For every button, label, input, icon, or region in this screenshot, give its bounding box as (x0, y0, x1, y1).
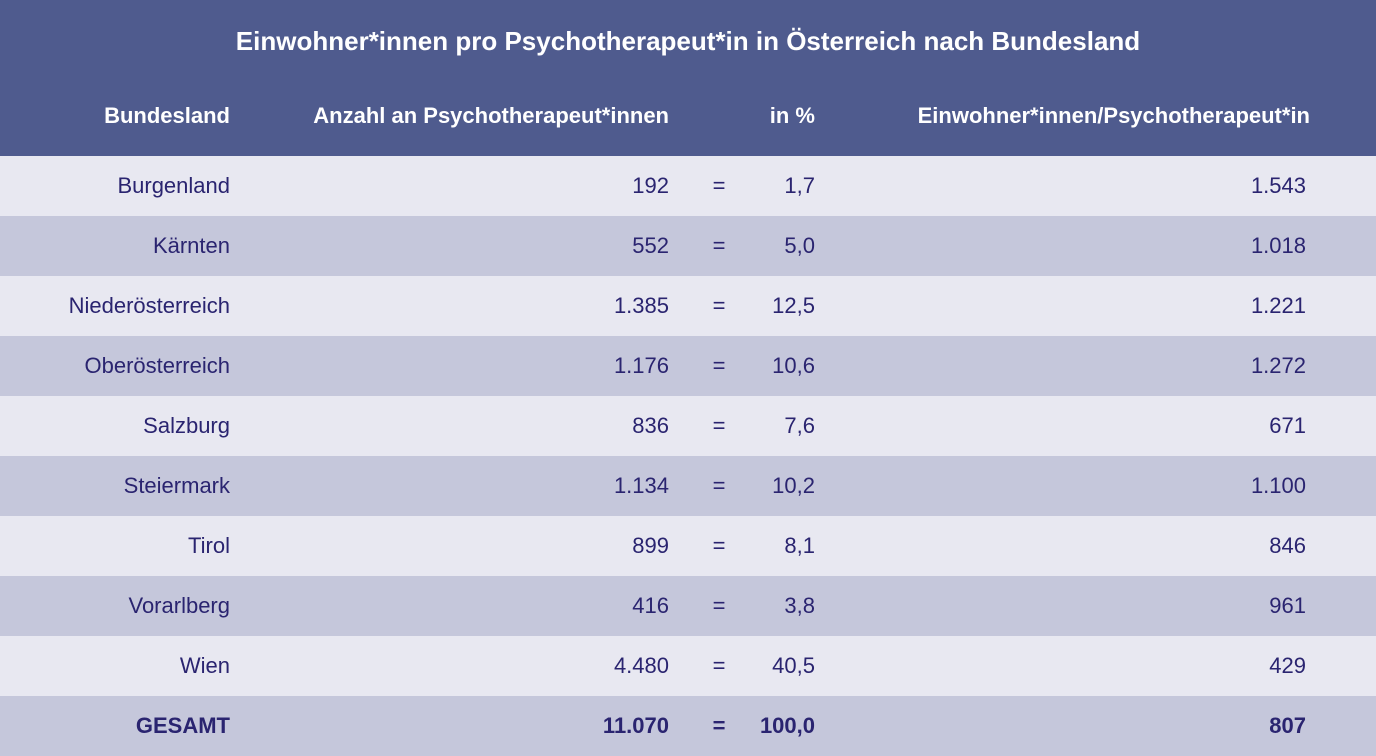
table-body: Burgenland 192 = 1,7 1.543 Kärnten 552 =… (0, 156, 1376, 756)
table-row: Wien 4.480 = 40,5 429 (0, 636, 1376, 696)
cell-equals: = (712, 353, 726, 378)
cell-prozent: 3,8 (784, 593, 815, 618)
cell-prozent: 5,0 (784, 233, 815, 258)
cell-einwohner-pro-therapeut: 1.018 (1250, 233, 1306, 258)
table-row: Tirol 899 = 8,1 846 (0, 516, 1376, 576)
column-header-bundesland: Bundesland (104, 103, 230, 128)
table-title: Einwohner*innen pro Psychotherapeut*in i… (235, 26, 1141, 56)
cell-einwohner-pro-therapeut: 429 (1269, 653, 1306, 678)
cell-einwohner-pro-therapeut: 846 (1269, 533, 1306, 558)
table-row: Burgenland 192 = 1,7 1.543 (0, 156, 1376, 216)
cell-einwohner-pro-therapeut: 1.272 (1250, 353, 1306, 378)
column-header-prozent: in % (769, 103, 815, 128)
cell-bundesland: Salzburg (143, 413, 230, 438)
cell-prozent: 100,0 (759, 713, 815, 738)
cell-equals: = (712, 473, 726, 498)
cell-einwohner-pro-therapeut: 1.100 (1250, 473, 1306, 498)
cell-anzahl: 4.480 (613, 653, 669, 678)
cell-prozent: 10,6 (772, 353, 815, 378)
cell-bundesland: GESAMT (135, 713, 230, 738)
cell-anzahl: 899 (632, 533, 669, 558)
cell-anzahl: 416 (632, 593, 669, 618)
table-row: Oberösterreich 1.176 = 10,6 1.272 (0, 336, 1376, 396)
column-header-anzahl: Anzahl an Psychotherapeut*innen (313, 103, 669, 128)
column-header-einwohner-pro-therapeut: Einwohner*innen/Psychotherapeut*in (917, 103, 1310, 128)
cell-einwohner-pro-therapeut: 1.543 (1250, 173, 1306, 198)
cell-einwohner-pro-therapeut: 807 (1269, 713, 1306, 738)
cell-equals: = (712, 233, 726, 258)
cell-anzahl: 1.176 (613, 353, 669, 378)
table-row: Niederösterreich 1.385 = 12,5 1.221 (0, 276, 1376, 336)
cell-equals: = (712, 713, 726, 738)
table-row: Kärnten 552 = 5,0 1.018 (0, 216, 1376, 276)
cell-anzahl: 552 (632, 233, 669, 258)
cell-prozent: 7,6 (784, 413, 815, 438)
cell-prozent: 8,1 (784, 533, 815, 558)
cell-einwohner-pro-therapeut: 671 (1269, 413, 1306, 438)
cell-prozent: 12,5 (772, 293, 815, 318)
cell-anzahl: 1.134 (613, 473, 669, 498)
cell-equals: = (712, 293, 726, 318)
cell-equals: = (712, 653, 726, 678)
cell-equals: = (712, 173, 726, 198)
cell-anzahl: 1.385 (613, 293, 669, 318)
cell-einwohner-pro-therapeut: 961 (1269, 593, 1306, 618)
cell-bundesland: Vorarlberg (128, 593, 230, 618)
table-header: Einwohner*innen pro Psychotherapeut*in i… (0, 0, 1376, 156)
cell-bundesland: Oberösterreich (84, 353, 230, 378)
cell-einwohner-pro-therapeut: 1.221 (1250, 293, 1306, 318)
cell-bundesland: Tirol (188, 533, 230, 558)
table-row: Vorarlberg 416 = 3,8 961 (0, 576, 1376, 636)
table-total-row: GESAMT 11.070 = 100,0 807 (0, 696, 1376, 756)
cell-prozent: 1,7 (784, 173, 815, 198)
cell-equals: = (712, 593, 726, 618)
cell-anzahl: 192 (632, 173, 669, 198)
cell-equals: = (712, 413, 726, 438)
cell-anzahl: 836 (632, 413, 669, 438)
cell-anzahl: 11.070 (602, 713, 669, 738)
cell-bundesland: Burgenland (117, 173, 230, 198)
cell-bundesland: Steiermark (123, 473, 230, 498)
cell-bundesland: Kärnten (152, 233, 230, 258)
cell-prozent: 40,5 (772, 653, 815, 678)
cell-prozent: 10,2 (772, 473, 815, 498)
table-row: Steiermark 1.134 = 10,2 1.100 (0, 456, 1376, 516)
cell-bundesland: Niederösterreich (68, 293, 230, 318)
cell-equals: = (712, 533, 726, 558)
table-row: Salzburg 836 = 7,6 671 (0, 396, 1376, 456)
cell-bundesland: Wien (179, 653, 230, 678)
